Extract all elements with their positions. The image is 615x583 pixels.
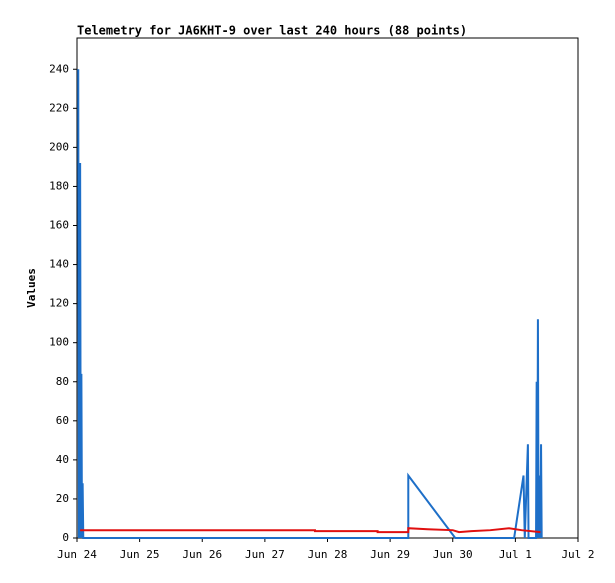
x-tick-label: Jun 30 [433, 548, 473, 561]
x-tick-label: Jun 27 [245, 548, 285, 561]
y-tick-label: 60 [56, 414, 69, 427]
y-tick-label: 120 [49, 297, 69, 310]
x-tick-label: Jun 29 [370, 548, 410, 561]
y-tick-label: 100 [49, 336, 69, 349]
y-tick-label: 180 [49, 179, 69, 192]
x-tick-label: Jun 24 [57, 548, 97, 561]
y-tick-label: 20 [56, 492, 69, 505]
y-tick-label: 140 [49, 258, 69, 271]
y-tick-label: 80 [56, 375, 69, 388]
y-tick-label: 200 [49, 140, 69, 153]
series-line [80, 527, 541, 534]
y-tick-label: 240 [49, 62, 69, 75]
chart-title: Telemetry for JA6KHT-9 over last 240 hou… [77, 24, 467, 38]
x-tick-label: Jul 1 [499, 548, 532, 561]
x-tick-label: Jul 2 [561, 548, 594, 561]
series-line [77, 69, 543, 539]
y-tick-label: 0 [62, 531, 69, 544]
x-tick-label: Jun 25 [120, 548, 160, 561]
y-tick-label: 220 [49, 101, 69, 114]
y-tick-label: 40 [56, 453, 69, 466]
y-axis-label: Values [25, 268, 38, 308]
y-tick-label: 160 [49, 219, 69, 232]
x-tick-label: Jun 26 [182, 548, 222, 561]
x-tick-label: Jun 28 [308, 548, 348, 561]
